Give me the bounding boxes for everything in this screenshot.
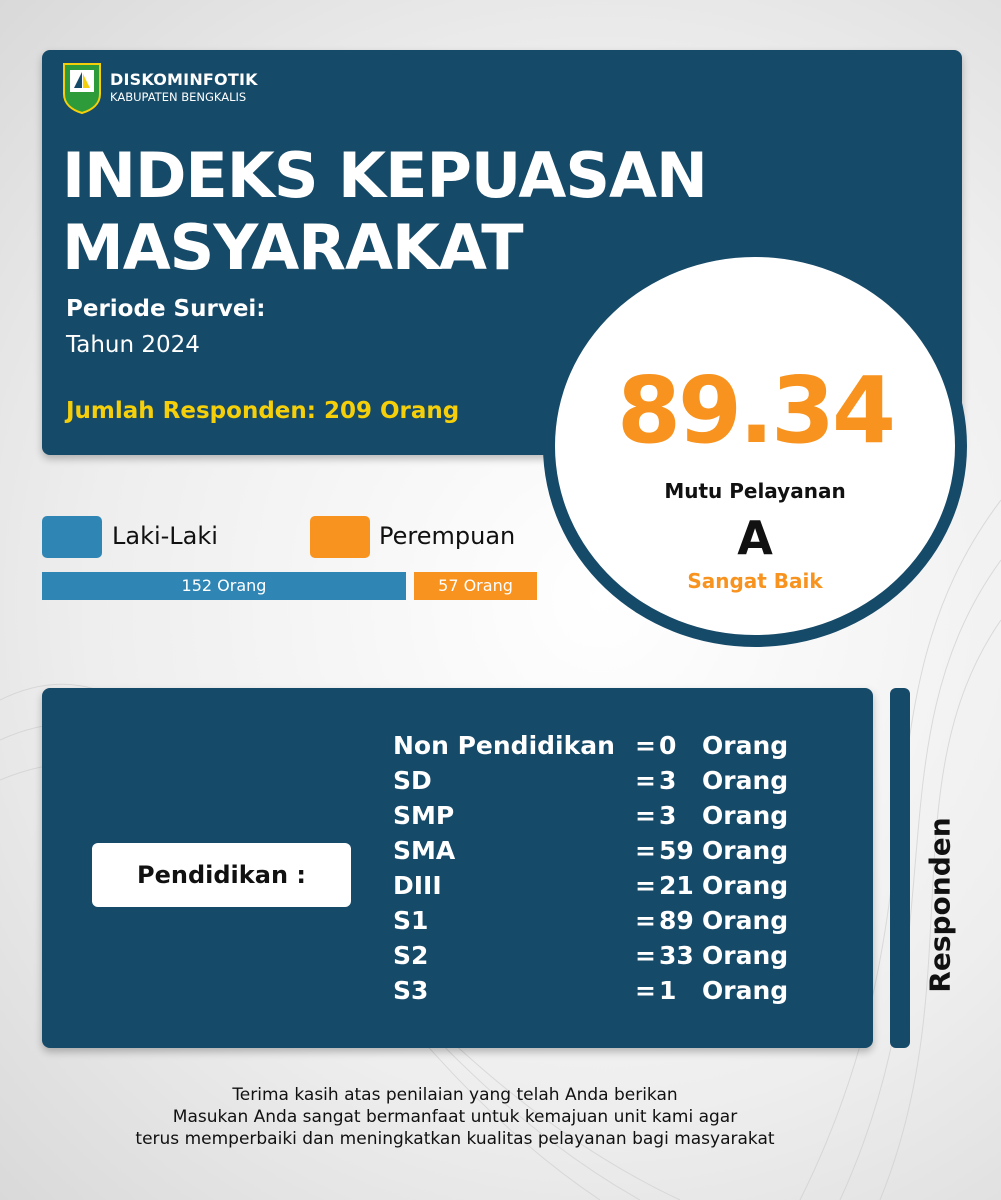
education-value: 59 — [659, 836, 694, 865]
service-grade: A — [737, 511, 773, 565]
org-region: KABUPATEN BENGKALIS — [110, 90, 247, 104]
education-name: Non Pendidikan — [393, 731, 615, 760]
org-name: DISKOMINFOTIK — [110, 70, 258, 89]
education-eq: = — [635, 766, 656, 795]
score-circle: 89.34 Mutu Pelayanan A Sangat Baik — [543, 245, 967, 647]
page-title: INDEKS KEPUASAN MASYARAKAT — [62, 139, 708, 284]
periode-value: Tahun 2024 — [66, 332, 200, 358]
education-eq: = — [635, 871, 656, 900]
education-unit: Orang — [702, 766, 789, 795]
bengkalis-emblem-logo — [63, 63, 101, 114]
education-value: 1 — [659, 976, 677, 1005]
respondents-vertical-label: Responden — [923, 817, 957, 993]
education-unit: Orang — [702, 941, 789, 970]
education-eq: = — [635, 801, 656, 830]
service-category: Sangat Baik — [687, 569, 823, 593]
service-quality-label: Mutu Pelayanan — [664, 479, 846, 503]
periode-label: Periode Survei: — [66, 296, 266, 322]
education-unit: Orang — [702, 801, 789, 830]
male-count-bar: 152 Orang — [42, 572, 406, 600]
education-unit: Orang — [702, 731, 789, 760]
ikm-score: 89.34 — [616, 357, 896, 464]
education-label-box: Pendidikan : — [92, 843, 351, 907]
education-name: SMA — [393, 836, 456, 865]
total-respondents: Jumlah Responden: 209 Orang — [66, 398, 460, 424]
male-legend-label: Laki-Laki — [112, 522, 218, 550]
education-unit: Orang — [702, 871, 789, 900]
female-count-bar: 57 Orang — [414, 572, 537, 600]
education-unit: Orang — [702, 906, 789, 935]
education-name: S2 — [393, 941, 429, 970]
thank-you-note: Terima kasih atas penilaian yang telah A… — [135, 1085, 775, 1149]
education-eq: = — [635, 941, 656, 970]
side-accent-bar — [890, 688, 910, 1048]
education-name: S3 — [393, 976, 429, 1005]
education-name: SMP — [393, 801, 455, 830]
education-value: 0 — [659, 731, 677, 760]
education-value: 3 — [659, 766, 677, 795]
education-unit: Orang — [702, 836, 789, 865]
education-value: 89 — [659, 906, 694, 935]
male-legend-swatch — [42, 516, 102, 558]
education-name: SD — [393, 766, 432, 795]
education-card: Pendidikan : Non Pendidikan = 0 Orang SD = 3 Or… — [42, 688, 873, 1048]
education-value: 3 — [659, 801, 677, 830]
education-unit: Orang — [702, 976, 789, 1005]
education-eq: = — [635, 906, 656, 935]
education-name: DIII — [393, 871, 442, 900]
education-value: 21 — [659, 871, 694, 900]
female-legend-label: Perempuan — [379, 522, 516, 550]
education-eq: = — [635, 976, 656, 1005]
education-eq: = — [635, 836, 656, 865]
female-legend-swatch — [310, 516, 370, 558]
education-eq: = — [635, 731, 656, 760]
education-name: S1 — [393, 906, 429, 935]
education-value: 33 — [659, 941, 694, 970]
